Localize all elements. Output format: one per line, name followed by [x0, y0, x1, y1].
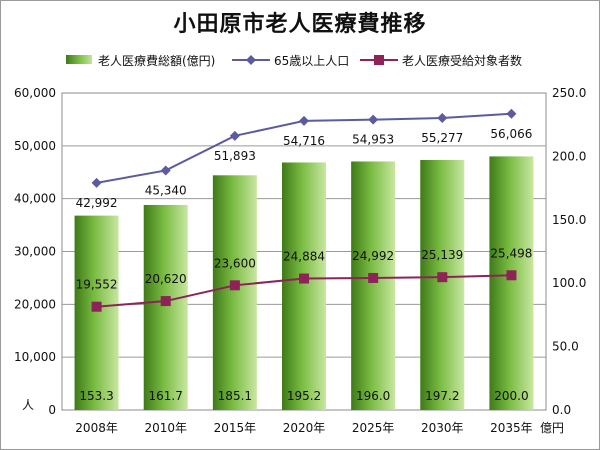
legend-label-population: 65歳以上人口 [274, 54, 350, 68]
x-axis-tick-label: 2020年 [283, 421, 326, 435]
bar-data-label: 153.3 [79, 389, 113, 403]
legend-swatch-recipients [360, 55, 398, 65]
right-axis-tick-label: 0.0 [552, 403, 571, 417]
bar-data-label: 161.7 [149, 389, 183, 403]
data-point [160, 165, 171, 176]
data-point [368, 114, 379, 125]
data-point [229, 130, 240, 141]
legend-swatch-population [232, 55, 270, 65]
data-point [160, 296, 171, 307]
line-data-label: 25,139 [421, 248, 463, 262]
line-data-label: 25,498 [490, 246, 532, 260]
left-axis-tick-label: 20,000 [14, 297, 56, 311]
line-data-label: 19,552 [76, 278, 118, 292]
left-axis-tick-label: 50,000 [14, 139, 56, 153]
legend-swatch-bar [66, 55, 92, 64]
data-point [437, 272, 448, 283]
data-point [437, 112, 448, 123]
bar-data-label: 196.0 [356, 389, 390, 403]
left-axis-tick-label: 10,000 [14, 350, 56, 364]
x-axis-tick-label: 2010年 [144, 421, 187, 435]
data-point [91, 301, 102, 312]
x-axis-tick-label: 2025年 [352, 421, 395, 435]
bar-data-label: 195.2 [287, 389, 321, 403]
bar-data-label: 197.2 [425, 389, 459, 403]
legend: 老人医療費総額(億円) 65歳以上人口 老人医療受給対象者数 [62, 50, 542, 70]
line-data-label: 23,600 [214, 256, 256, 270]
data-point [91, 177, 102, 188]
line-data-label: 54,716 [283, 134, 325, 148]
line-data-label: 24,884 [283, 250, 325, 264]
bar [212, 175, 257, 410]
line-data-label: 24,992 [352, 249, 394, 263]
left-axis-tick-label: 30,000 [14, 245, 56, 259]
data-point [229, 280, 240, 291]
bar [143, 204, 188, 410]
data-point [506, 108, 517, 119]
right-axis-tick-label: 250.0 [552, 86, 586, 100]
line-data-label: 54,953 [352, 133, 394, 147]
bar [351, 161, 396, 410]
line-data-label: 51,893 [214, 149, 256, 163]
left-axis-tick-label: 60,000 [14, 86, 56, 100]
left-axis-unit: 人 [22, 398, 34, 412]
bar [74, 215, 119, 410]
bar-data-label: 185.1 [218, 389, 252, 403]
line-data-label: 20,620 [145, 272, 187, 286]
bar [420, 159, 465, 410]
line-data-label: 56,066 [490, 127, 532, 141]
data-point [299, 273, 309, 284]
x-axis-tick-label: 2030年 [421, 421, 464, 435]
bar-data-label: 200.0 [494, 389, 528, 403]
chart-title: 小田原市老人医療費推移 [173, 12, 427, 37]
legend-label-bar: 老人医療費総額(億円) [98, 54, 216, 68]
x-axis-tick-label: 2015年 [214, 421, 257, 435]
legend-label-recipients: 老人医療受給対象者数 [402, 54, 523, 68]
right-axis-unit: 億円 [540, 421, 564, 435]
line-data-label: 42,992 [76, 196, 118, 210]
left-axis-tick-label: 40,000 [14, 192, 56, 206]
x-axis-tick-label: 2008年 [75, 421, 118, 435]
line-data-label: 45,340 [145, 183, 187, 197]
right-axis-tick-label: 50.0 [552, 340, 579, 354]
right-axis-tick-label: 150.0 [552, 213, 586, 227]
right-axis-tick-label: 200.0 [552, 149, 586, 163]
right-axis-tick-label: 100.0 [552, 276, 586, 290]
left-axis-tick-label: 0 [48, 403, 56, 417]
line-data-label: 55,277 [421, 131, 463, 145]
x-axis-tick-label: 2035年 [490, 421, 533, 435]
data-point [506, 270, 517, 281]
data-point [299, 115, 309, 126]
data-point [368, 272, 379, 283]
bar [489, 156, 534, 410]
bar [282, 162, 326, 410]
